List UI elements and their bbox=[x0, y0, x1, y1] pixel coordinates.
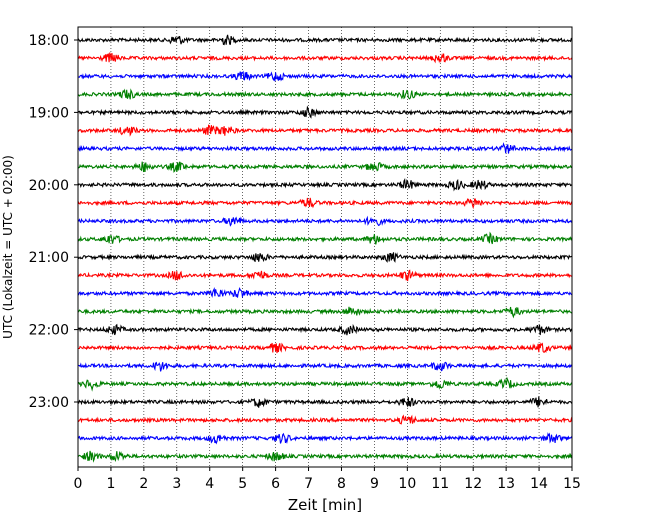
trace-1830 bbox=[77, 70, 573, 82]
trace-2215 bbox=[77, 342, 573, 354]
x-tick-label: 7 bbox=[304, 476, 313, 492]
trace-2245 bbox=[77, 376, 573, 392]
trace-2130 bbox=[77, 286, 573, 299]
gridlines bbox=[110, 27, 540, 467]
y-tick-label: 19:00 bbox=[29, 105, 69, 121]
x-tick-label: 11 bbox=[431, 476, 449, 492]
x-tick-label: 13 bbox=[497, 476, 515, 492]
x-tick-label: 12 bbox=[464, 476, 482, 492]
y-tick-label: 20:00 bbox=[29, 178, 69, 194]
x-axis-label: Zeit [min] bbox=[288, 496, 362, 514]
traces bbox=[77, 34, 573, 463]
trace-2115 bbox=[77, 269, 573, 282]
y-tick-label: 22:00 bbox=[29, 323, 69, 339]
plot-background bbox=[78, 27, 572, 467]
trace-1815 bbox=[77, 52, 573, 64]
x-axis-ticks: 0 1 2 3 4 5 6 7 8 9 10 11 12 13 14 15 bbox=[74, 467, 581, 492]
trace-2045 bbox=[77, 231, 573, 245]
trace-2100 bbox=[77, 252, 573, 263]
x-tick-label: 4 bbox=[205, 476, 214, 492]
trace-2000 bbox=[77, 177, 573, 192]
x-tick-label: 1 bbox=[106, 476, 115, 492]
trace-1900 bbox=[77, 105, 573, 119]
plot-frame bbox=[77, 26, 573, 468]
trace-2315 bbox=[77, 414, 573, 425]
trace-1915 bbox=[77, 124, 573, 137]
x-tick-label: 15 bbox=[563, 476, 581, 492]
x-tick-label: 10 bbox=[398, 476, 416, 492]
x-tick-label: 9 bbox=[370, 476, 379, 492]
y-tick-label: 23:00 bbox=[29, 395, 69, 411]
trace-2345 bbox=[77, 450, 573, 463]
trace-2200 bbox=[77, 323, 573, 336]
x-tick-label: 0 bbox=[74, 476, 83, 492]
trace-1800 bbox=[77, 34, 572, 46]
trace-2030 bbox=[77, 215, 573, 227]
trace-2145 bbox=[78, 306, 573, 319]
trace-1945 bbox=[77, 161, 573, 173]
trace-2300 bbox=[77, 396, 573, 408]
y-tick-label: 21:00 bbox=[29, 250, 69, 266]
x-tick-label: 5 bbox=[238, 476, 247, 492]
x-tick-label: 3 bbox=[172, 476, 181, 492]
x-tick-label: 8 bbox=[337, 476, 346, 492]
x-tick-label: 2 bbox=[139, 476, 148, 492]
trace-2330 bbox=[77, 432, 573, 445]
trace-1845 bbox=[77, 88, 573, 100]
y-tick-label: 18:00 bbox=[29, 33, 69, 49]
y-axis-ticks: 18:00 19:00 20:00 21:00 22:00 23:00 bbox=[29, 33, 78, 411]
x-tick-label: 14 bbox=[530, 476, 548, 492]
trace-2015 bbox=[77, 197, 573, 210]
y-axis-label: UTC (Lokalzeit = UTC + 02:00) bbox=[1, 155, 15, 339]
x-tick-label: 6 bbox=[271, 476, 280, 492]
trace-2230 bbox=[77, 361, 573, 372]
trace-1930 bbox=[77, 142, 573, 154]
